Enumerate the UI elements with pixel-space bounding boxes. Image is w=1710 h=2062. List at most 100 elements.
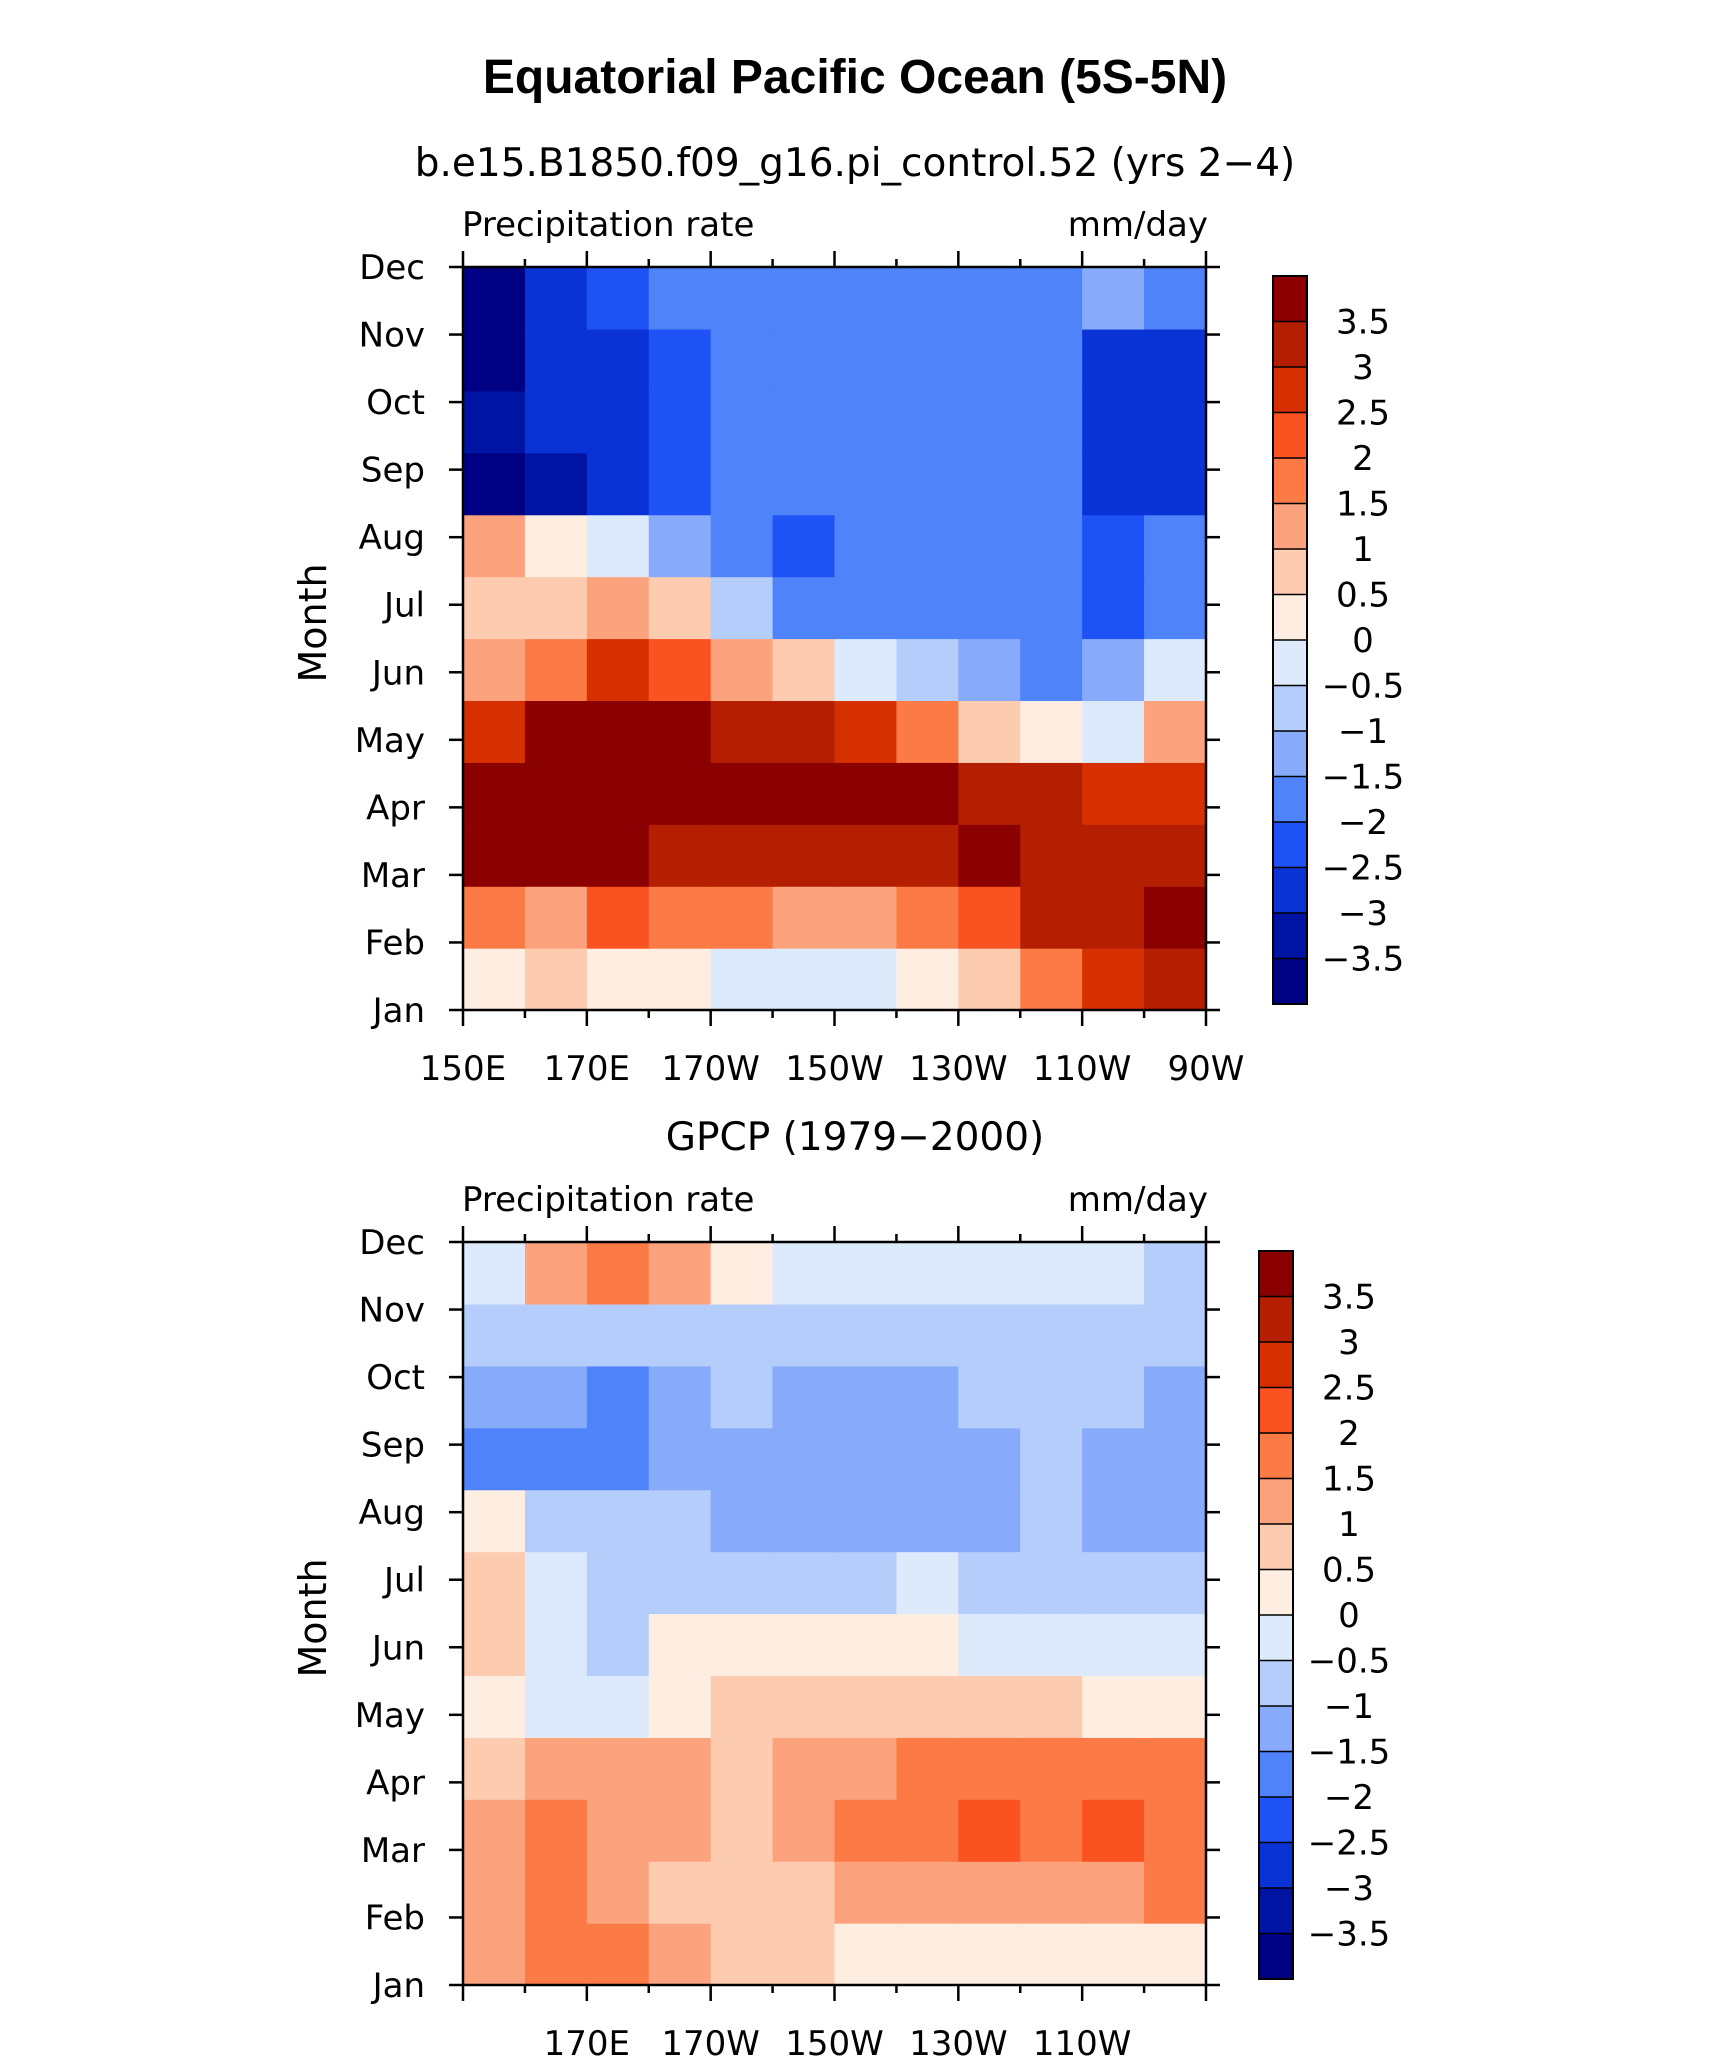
heatmap-cell [958,762,1021,825]
heatmap-cell [958,1242,1021,1305]
y-tick-label: Jun [370,1628,425,1668]
heatmap-cell [586,1242,650,1305]
y-tick-label: Sep [361,451,425,491]
colorbar-box [1259,1660,1293,1707]
heatmap-cell [1082,1551,1145,1615]
heatmap-cell [1144,1427,1207,1491]
colorbar-label: −1.5 [1322,758,1405,798]
y-tick-label: Jan [371,1966,425,2006]
x-tick-label: 170E [544,2024,630,2062]
heatmap-cell [958,700,1021,763]
y-tick-label: Feb [365,923,425,963]
y-tick-label: Nov [359,316,425,356]
heatmap-cell [1144,576,1207,640]
heatmap-cell [524,1737,588,1800]
y-tick-label: Oct [366,1358,425,1398]
heatmap-cell [524,1675,588,1738]
colorbar-box [1259,1524,1293,1570]
y-tick-label: Jan [371,991,425,1031]
x-tick-label: 150W [785,2024,884,2062]
heatmap-cell [463,638,526,702]
colorbar-label: −2.5 [1308,1824,1391,1864]
colorbar-box [1259,1251,1293,1297]
heatmap-cell [586,1861,650,1924]
heatmap-cell [896,824,959,887]
heatmap-cell [896,514,959,578]
heatmap-cell [1144,1551,1207,1615]
heatmap-cell [648,1737,712,1800]
heatmap-cell [463,1551,526,1615]
heatmap-cell [772,267,836,330]
heatmap-cell [524,514,588,578]
heatmap-cell [772,1242,836,1305]
heatmap-cell [586,638,650,702]
heatmap-cell [834,886,898,949]
y-tick-label: May [355,721,425,761]
colorbar-box [1273,731,1307,777]
heatmap-cell [710,1613,774,1677]
heatmap-cell [1144,1489,1207,1553]
heatmap-cell [1144,638,1207,702]
heatmap-cell [896,1923,959,1986]
heatmap-cell [710,1242,774,1305]
heatmap-cell [524,1861,588,1924]
heatmap-cell [1020,267,1083,330]
colorbar-box [1273,867,1307,914]
heatmap-cell [586,1799,650,1862]
heatmap-cell [710,762,774,825]
heatmap-cell [648,1303,712,1367]
heatmap-cell [834,638,898,702]
heatmap-cell [1082,328,1145,392]
heatmap-cell [524,700,588,763]
heatmap-cell [958,638,1021,702]
heatmap-cell [648,886,712,949]
heatmap-cell [772,700,836,763]
heatmap-cell [1020,824,1083,887]
heatmap-cell [772,1427,836,1491]
heatmap-cell [586,762,650,825]
x-tick-label: 170W [661,1049,760,1089]
colorbar-label: −1.5 [1308,1733,1391,1773]
heatmap-cell [1144,1365,1207,1429]
y-axis: Jan Feb Mar Apr May Jun Jul Aug Sep Oct Nov Dec [355,248,1220,1031]
heatmap-plot [461,1240,1208,1987]
heatmap-cell [524,1365,588,1429]
heatmap-cell [1144,1303,1207,1367]
y-tick-label: Mar [361,1831,425,1871]
heatmap-cell [648,1923,712,1986]
colorbar-box [1273,412,1307,459]
heatmap-cell [958,1799,1021,1862]
heatmap-cell [463,452,526,516]
colorbar-label: 0.5 [1336,576,1390,616]
heatmap-cell [524,1923,588,1986]
heatmap-cell [958,1737,1021,1800]
heatmap-cell [463,1365,526,1429]
x-tick-label: 130W [909,1049,1008,1089]
heatmap-cell [834,390,898,454]
heatmap-cell [896,700,959,763]
colorbar-box [1259,1387,1293,1434]
heatmap-cell [648,576,712,640]
heatmap-cell [1020,328,1083,392]
heatmap-cell [772,1551,836,1615]
heatmap-cell [710,1675,774,1738]
heatmap-cell [1144,700,1207,763]
y-tick-label: Mar [361,856,425,896]
heatmap-cell [958,824,1021,887]
colorbar-box [1273,549,1307,595]
heatmap-cell [710,1799,774,1862]
colorbar-label: 0.5 [1322,1551,1376,1591]
colorbar-label: −3 [1338,894,1388,934]
heatmap-cell [524,267,588,330]
heatmap-cell [1082,452,1145,516]
heatmap-cell [710,328,774,392]
heatmap-cell [958,267,1021,330]
colorbar-label: −3.5 [1322,940,1405,980]
y-tick-label: Jul [382,1561,425,1601]
heatmap-cell [896,267,959,330]
heatmap-cell [463,886,526,949]
heatmap-cell [896,638,959,702]
heatmap-cell [1144,1675,1207,1738]
heatmap-cell [1020,514,1083,578]
heatmap-cell [1144,1799,1207,1862]
